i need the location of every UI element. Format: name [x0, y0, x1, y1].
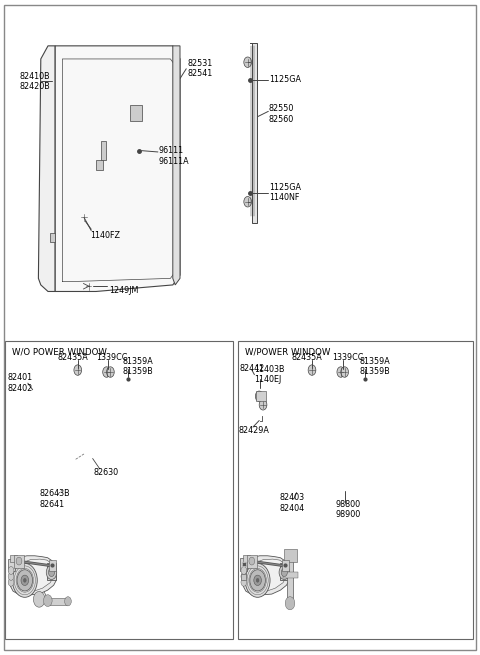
- Polygon shape: [173, 46, 180, 285]
- Text: 82435A: 82435A: [292, 353, 323, 362]
- Circle shape: [244, 57, 252, 67]
- Text: 1339CC: 1339CC: [96, 353, 127, 362]
- Circle shape: [8, 578, 14, 586]
- Text: 82435A: 82435A: [58, 353, 88, 362]
- Text: 82410B
82420B: 82410B 82420B: [19, 71, 50, 91]
- Circle shape: [279, 565, 289, 580]
- Text: 1140FZ: 1140FZ: [90, 231, 120, 240]
- Polygon shape: [247, 555, 257, 569]
- Text: 1249JM: 1249JM: [109, 286, 139, 295]
- Polygon shape: [243, 555, 289, 595]
- Polygon shape: [38, 46, 55, 291]
- Circle shape: [48, 569, 55, 576]
- Polygon shape: [282, 560, 288, 571]
- Circle shape: [65, 597, 72, 606]
- Polygon shape: [240, 558, 247, 571]
- Polygon shape: [48, 598, 67, 605]
- Circle shape: [8, 567, 14, 574]
- Circle shape: [244, 196, 252, 207]
- Circle shape: [44, 595, 52, 607]
- Polygon shape: [241, 574, 246, 580]
- Circle shape: [80, 212, 88, 223]
- Text: 82531
82541: 82531 82541: [187, 59, 213, 79]
- Circle shape: [21, 575, 29, 586]
- Polygon shape: [101, 141, 106, 160]
- Polygon shape: [8, 559, 15, 571]
- Polygon shape: [130, 105, 142, 121]
- Polygon shape: [47, 563, 56, 580]
- FancyBboxPatch shape: [238, 341, 473, 639]
- Circle shape: [8, 572, 14, 580]
- Circle shape: [107, 367, 114, 377]
- Text: 81359A
81359B: 81359A 81359B: [122, 357, 153, 377]
- Text: 11403B
1140EJ: 11403B 1140EJ: [254, 365, 285, 384]
- Text: 82401
82402: 82401 82402: [7, 373, 33, 393]
- Polygon shape: [49, 560, 56, 571]
- Circle shape: [250, 570, 265, 591]
- Text: W/POWER WINDOW: W/POWER WINDOW: [245, 348, 330, 357]
- Circle shape: [85, 281, 93, 291]
- Text: 1125GA
1140NF: 1125GA 1140NF: [269, 183, 301, 202]
- Polygon shape: [11, 555, 56, 595]
- Text: 82429A: 82429A: [239, 426, 269, 435]
- Text: 82442: 82442: [240, 364, 265, 373]
- Polygon shape: [55, 46, 180, 291]
- Circle shape: [337, 367, 345, 377]
- Text: 82630: 82630: [94, 468, 119, 477]
- Circle shape: [74, 365, 82, 375]
- Polygon shape: [243, 555, 250, 562]
- Text: W/O POWER WINDOW: W/O POWER WINDOW: [12, 348, 107, 357]
- Polygon shape: [14, 555, 24, 569]
- Circle shape: [281, 569, 288, 576]
- Polygon shape: [287, 559, 293, 598]
- Circle shape: [308, 365, 316, 375]
- Circle shape: [103, 367, 110, 377]
- Polygon shape: [246, 559, 287, 591]
- Circle shape: [341, 367, 348, 377]
- Polygon shape: [96, 160, 103, 170]
- Polygon shape: [250, 43, 257, 223]
- Text: 96111
96111A: 96111 96111A: [158, 146, 189, 166]
- Circle shape: [285, 597, 295, 610]
- Text: 81359A
81359B: 81359A 81359B: [359, 357, 390, 377]
- Text: 82643B
82641: 82643B 82641: [39, 489, 70, 509]
- Circle shape: [46, 565, 57, 580]
- Circle shape: [12, 563, 37, 597]
- FancyBboxPatch shape: [5, 341, 233, 639]
- Circle shape: [24, 578, 26, 582]
- Circle shape: [255, 391, 263, 402]
- Text: 98800
98900: 98800 98900: [335, 500, 360, 519]
- Circle shape: [245, 563, 270, 597]
- Circle shape: [254, 575, 262, 586]
- Circle shape: [34, 591, 45, 607]
- Circle shape: [249, 557, 255, 565]
- Polygon shape: [256, 391, 266, 401]
- Circle shape: [16, 557, 22, 565]
- Text: 82550
82560: 82550 82560: [269, 104, 294, 124]
- Circle shape: [241, 567, 247, 574]
- Polygon shape: [279, 563, 289, 580]
- Polygon shape: [284, 549, 297, 562]
- Circle shape: [17, 570, 33, 591]
- Polygon shape: [13, 559, 54, 591]
- Circle shape: [259, 400, 267, 410]
- Circle shape: [256, 578, 259, 582]
- Polygon shape: [50, 233, 55, 242]
- Circle shape: [241, 572, 247, 580]
- Text: 1125GA: 1125GA: [269, 75, 301, 84]
- Polygon shape: [11, 555, 17, 562]
- Polygon shape: [283, 572, 298, 578]
- Circle shape: [241, 578, 247, 586]
- Text: 82403
82404: 82403 82404: [279, 493, 304, 513]
- Text: 1339CC: 1339CC: [332, 353, 363, 362]
